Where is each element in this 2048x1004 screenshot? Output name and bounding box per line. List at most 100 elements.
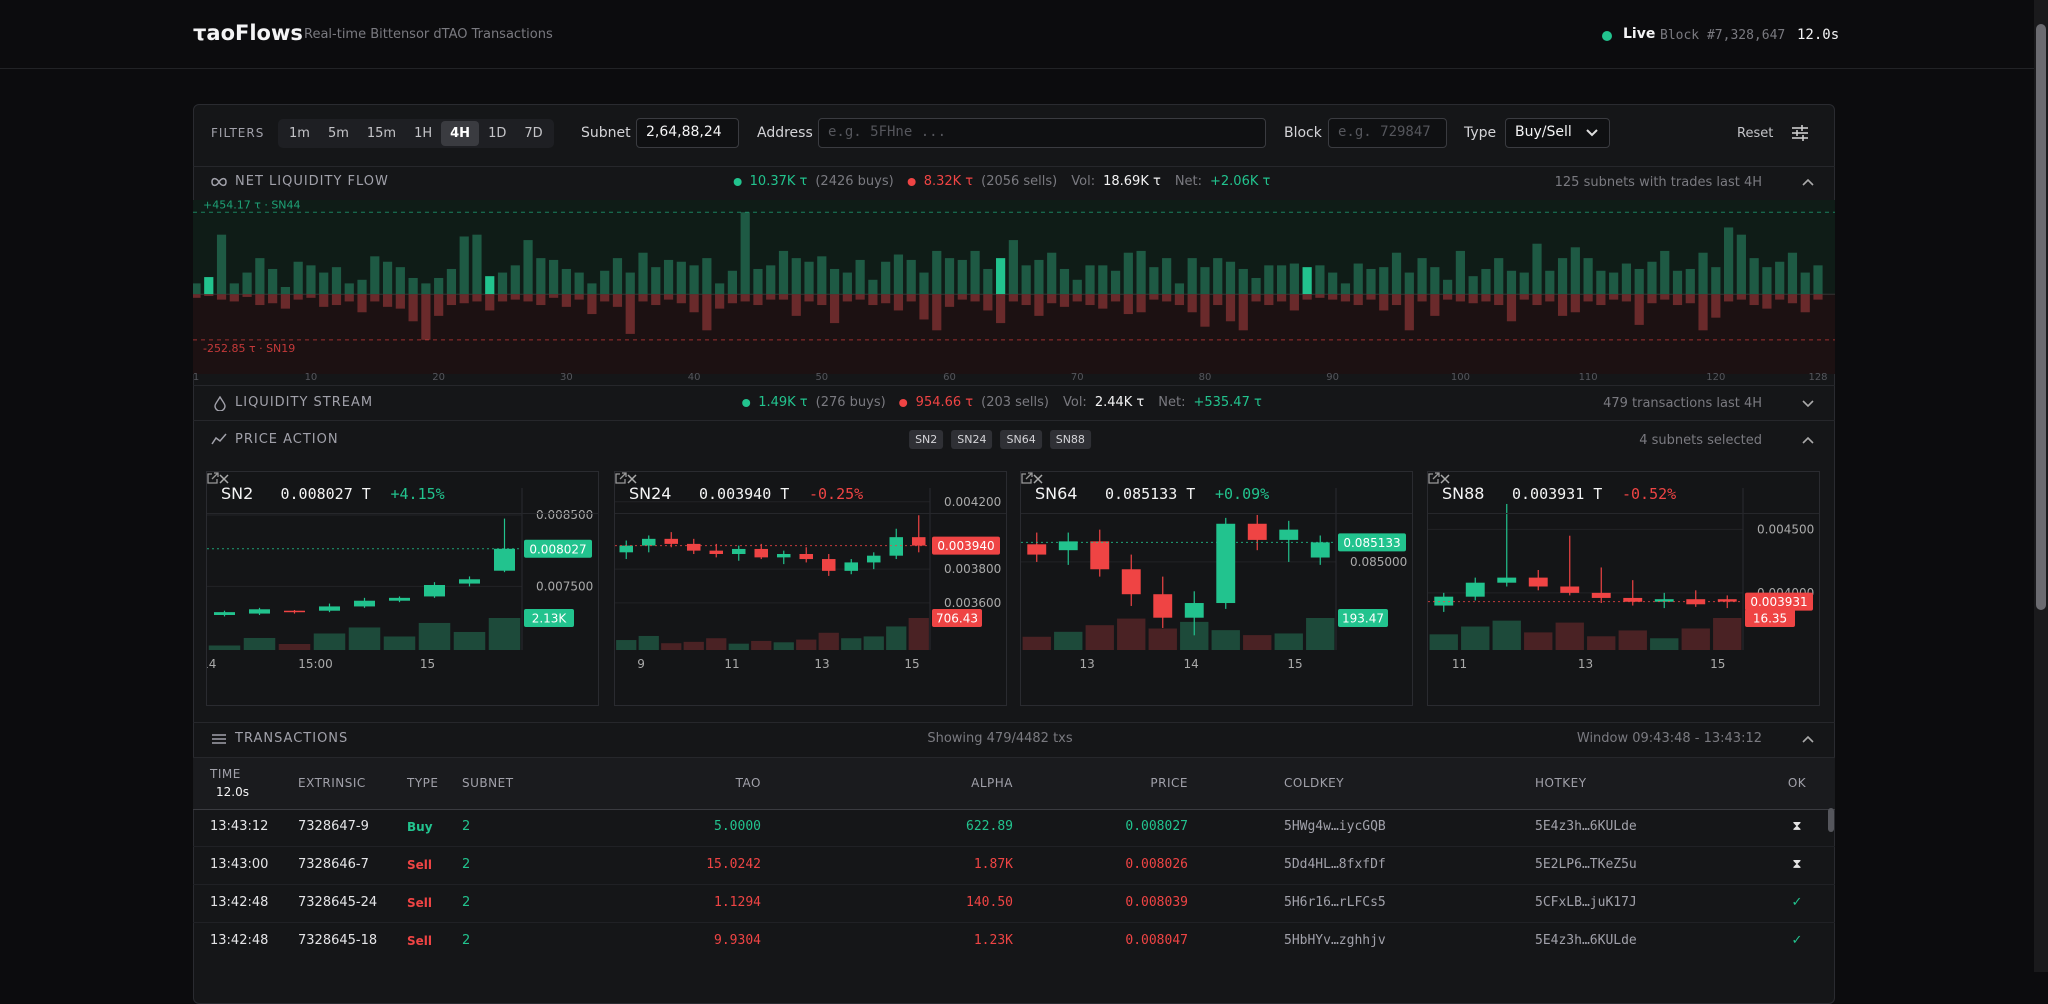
buy-bar — [753, 268, 763, 295]
table-row[interactable] — [193, 884, 1835, 923]
logo[interactable]: τaoFlows — [193, 21, 303, 45]
range-button[interactable]: 1D — [488, 126, 507, 141]
buy-bar — [817, 256, 827, 295]
card-change: -0.52% — [1622, 485, 1677, 503]
reset-button[interactable]: Reset — [1737, 126, 1774, 141]
buy-bar — [587, 283, 597, 295]
icon-path — [1021, 472, 1033, 484]
y-tick-label: 0.085000 — [1350, 555, 1407, 569]
card-name: SN2 — [221, 484, 254, 503]
buy-bar — [280, 287, 290, 295]
column-title[interactable]: HOTKEY — [1535, 776, 1587, 790]
column-title[interactable]: TAO — [735, 776, 761, 790]
sell-bar — [1430, 294, 1440, 316]
column-title[interactable]: TIME — [210, 767, 241, 781]
collapse-icon[interactable] — [1802, 178, 1814, 186]
sell-bar — [1621, 294, 1632, 302]
subnet-input[interactable]: 2,64,88,24 — [636, 118, 739, 148]
sell-bar — [1315, 294, 1325, 298]
address-input[interactable]: e.g. 5FHne ... — [818, 118, 1266, 148]
candle-body — [1497, 577, 1517, 583]
close-icon[interactable] — [1033, 474, 1043, 484]
sell-bar — [1289, 294, 1299, 311]
subnet-chip[interactable]: SN88 — [1049, 430, 1091, 449]
external-link-icon[interactable] — [1428, 472, 1440, 484]
subnet-label: Subnet — [581, 125, 631, 141]
sell-bar — [1085, 294, 1095, 306]
candle-body — [1090, 541, 1110, 570]
x-tick-label: 40 — [688, 372, 701, 383]
sell-dot — [907, 177, 916, 186]
column-title[interactable]: EXTRINSIC — [298, 776, 366, 790]
x-tick-label: 14 — [207, 657, 216, 671]
sell-bar — [1672, 294, 1683, 306]
external-link-icon[interactable] — [207, 472, 219, 484]
range-button[interactable]: 5m — [327, 126, 349, 141]
sell-bar — [510, 294, 520, 300]
close-icon[interactable] — [219, 474, 229, 484]
type-select[interactable]: Buy/Sell — [1505, 118, 1610, 148]
y-tick-label: 0.003800 — [944, 562, 1001, 576]
volume-bar — [348, 627, 381, 650]
collapse-icon[interactable] — [1802, 735, 1814, 743]
volume-tag — [1338, 609, 1388, 627]
sell-bar — [868, 294, 878, 306]
range-button[interactable]: 7D — [524, 126, 543, 141]
column-title[interactable]: TYPE — [407, 776, 439, 790]
sell-bar — [446, 294, 457, 306]
column-title[interactable]: ALPHA — [971, 776, 1013, 790]
scroll-thumb[interactable] — [2036, 24, 2046, 610]
subnet-chip[interactable]: SN2 — [909, 430, 944, 449]
range-button[interactable]: 15m — [366, 126, 397, 141]
cell: 5Dd4HL…8fxfDf — [1284, 857, 1386, 872]
candle-body — [1434, 596, 1454, 606]
price-action-header[interactable] — [193, 420, 1835, 461]
collapse-icon[interactable] — [1802, 436, 1814, 444]
subnet-chip[interactable]: SN24 — [951, 430, 993, 449]
column-title[interactable]: OK — [1787, 776, 1807, 790]
sell-bar — [689, 294, 699, 313]
candle-body — [867, 555, 881, 563]
table-row[interactable] — [193, 846, 1835, 885]
volume-label: 706.43 — [936, 612, 978, 626]
volume-bar — [841, 638, 862, 650]
range-button[interactable]: 4H — [441, 121, 480, 146]
net-flow-stats: 10.37K τ (2426 buys) 8.32K τ (2056 sells) … — [733, 174, 1270, 189]
transactions-header[interactable] — [193, 722, 1835, 758]
range-button[interactable]: 1H — [414, 126, 433, 141]
close-icon[interactable] — [1440, 474, 1450, 484]
buy-bar — [1021, 265, 1031, 295]
close-icon[interactable] — [627, 474, 637, 484]
table-row[interactable] — [193, 922, 1835, 961]
min-label: -252.85 τ · SN19 — [203, 342, 295, 355]
external-link-icon[interactable] — [615, 472, 627, 484]
buy-bar — [1264, 265, 1274, 295]
list-icon — [212, 734, 226, 744]
settings-icon[interactable] — [1791, 124, 1809, 142]
buy-bar — [1162, 258, 1172, 295]
column-title[interactable]: PRICE — [1150, 776, 1188, 790]
range-button[interactable]: 1m — [289, 126, 310, 141]
subnet-chip[interactable]: SN64 — [1000, 430, 1042, 449]
net-flow-header[interactable] — [193, 166, 1835, 201]
sell-bar — [1162, 294, 1172, 302]
buy-bar — [242, 272, 252, 295]
stream-header[interactable] — [193, 385, 1835, 421]
card-name: SN64 — [1035, 484, 1078, 503]
column-title[interactable]: COLDKEY — [1284, 776, 1345, 790]
cell: 7328645-18 — [298, 933, 378, 948]
cell: 5E2LP6…TKeZ5u — [1535, 857, 1637, 872]
sell-bar — [1353, 294, 1363, 306]
block-input[interactable]: e.g. 729847 — [1328, 118, 1447, 148]
external-link-icon[interactable] — [1021, 472, 1033, 484]
candle-body — [1027, 544, 1047, 555]
expand-icon[interactable] — [1802, 400, 1814, 408]
buy-bar — [778, 250, 789, 295]
column-title[interactable]: SUBNET — [462, 776, 514, 790]
candle-body — [1121, 569, 1141, 595]
select-caret — [1586, 129, 1598, 137]
x-tick-label: 10 — [305, 372, 318, 383]
volume-bar — [208, 645, 241, 650]
